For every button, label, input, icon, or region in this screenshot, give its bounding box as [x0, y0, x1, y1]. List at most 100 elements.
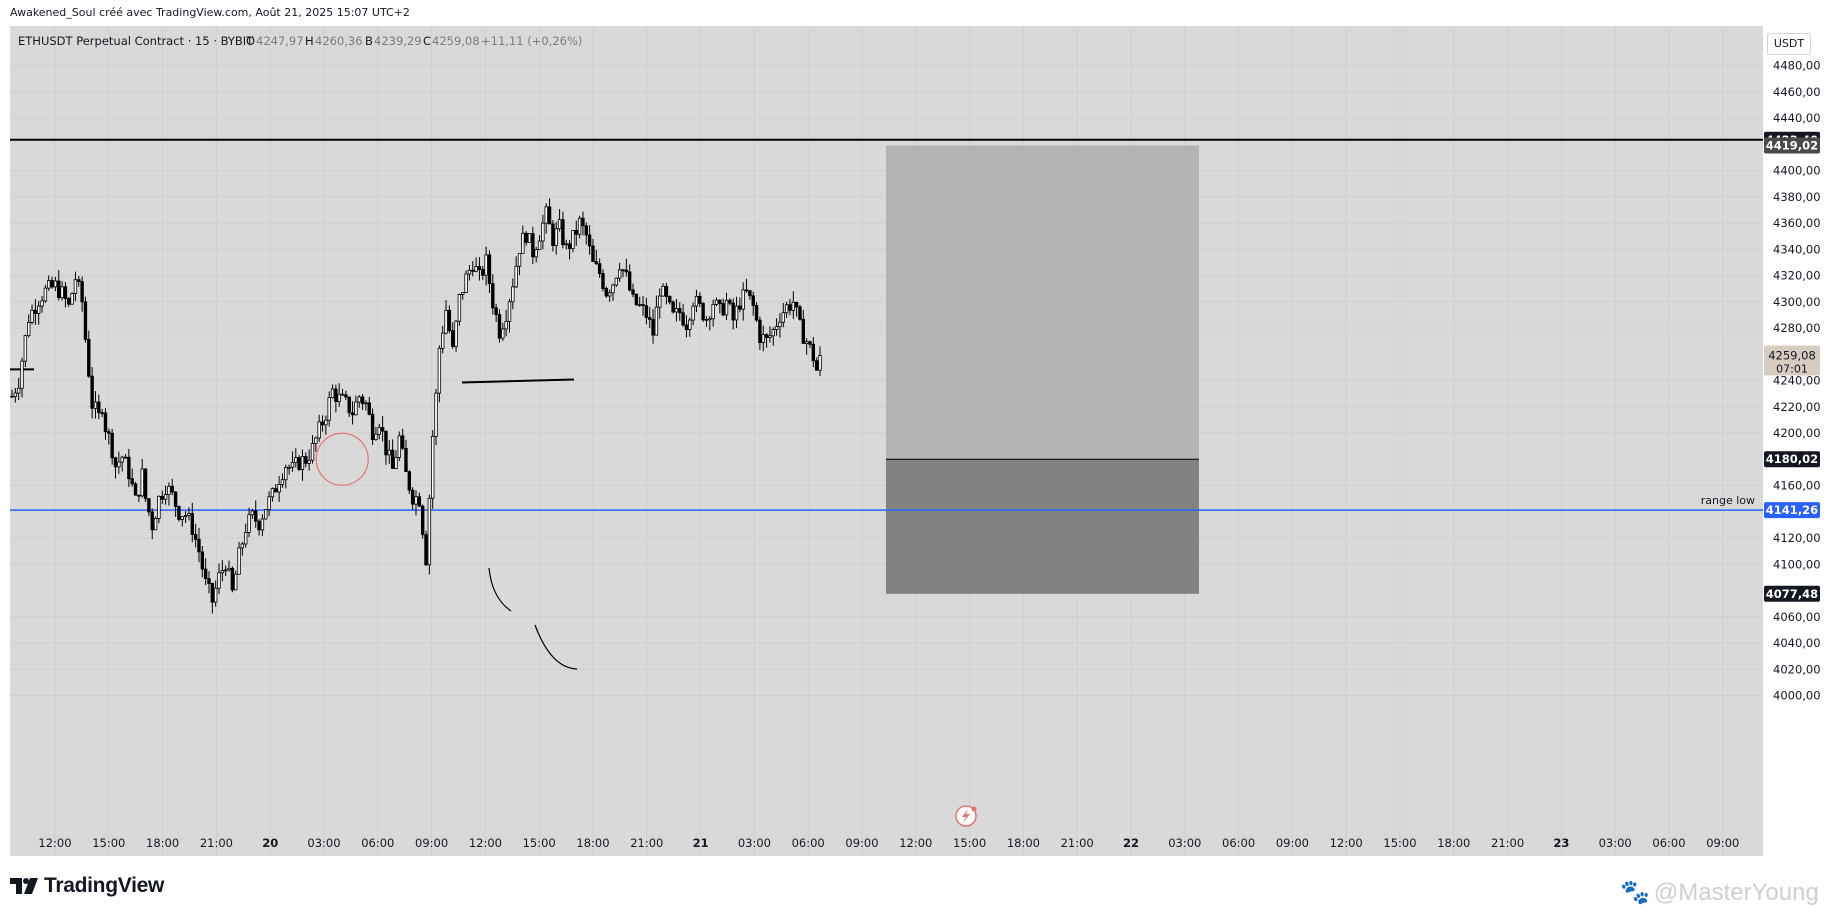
candle[interactable] — [638, 296, 642, 307]
candle[interactable] — [511, 278, 515, 310]
candle[interactable] — [107, 428, 111, 445]
candle[interactable] — [591, 238, 595, 263]
candle[interactable] — [260, 514, 265, 536]
candle[interactable] — [357, 395, 361, 408]
candle[interactable] — [711, 299, 715, 327]
candle[interactable] — [223, 565, 228, 577]
candle[interactable] — [277, 475, 281, 502]
candle[interactable] — [133, 481, 138, 496]
candle[interactable] — [310, 435, 315, 464]
candle[interactable] — [30, 304, 34, 325]
candle[interactable] — [741, 282, 745, 321]
candle[interactable] — [464, 270, 468, 293]
candle[interactable] — [400, 428, 405, 451]
candle[interactable] — [147, 497, 151, 517]
candle[interactable] — [801, 309, 806, 344]
candle[interactable] — [183, 511, 188, 524]
candle[interactable] — [788, 298, 792, 316]
candle[interactable] — [671, 300, 675, 314]
candle[interactable] — [474, 257, 478, 273]
candle[interactable] — [384, 430, 388, 465]
circle-marker[interactable] — [315, 432, 369, 486]
candle[interactable] — [514, 256, 518, 288]
candle[interactable] — [117, 451, 121, 474]
candle[interactable] — [290, 451, 295, 472]
candle[interactable] — [644, 297, 649, 325]
candle[interactable] — [604, 286, 609, 298]
candle[interactable] — [634, 293, 639, 307]
candle[interactable] — [517, 252, 522, 276]
candle[interactable] — [778, 313, 782, 338]
candle[interactable] — [627, 264, 632, 292]
candle[interactable] — [818, 346, 822, 377]
candle[interactable] — [701, 302, 705, 322]
candle[interactable] — [798, 304, 802, 321]
candle[interactable] — [70, 292, 74, 305]
candle[interactable] — [714, 297, 719, 307]
candle[interactable] — [547, 198, 552, 225]
candle[interactable] — [524, 231, 528, 246]
candle[interactable] — [270, 487, 275, 502]
candle[interactable] — [791, 291, 795, 320]
candle[interactable] — [350, 401, 355, 425]
candle[interactable] — [664, 283, 669, 305]
candle[interactable] — [441, 325, 445, 354]
candle[interactable] — [457, 293, 462, 326]
candle[interactable] — [60, 281, 64, 301]
candle[interactable] — [724, 292, 729, 321]
candle[interactable] — [420, 504, 425, 539]
candle[interactable] — [708, 316, 712, 331]
candle[interactable] — [768, 326, 772, 343]
candle[interactable] — [754, 302, 759, 323]
candle[interactable] — [40, 295, 44, 313]
tradingview-logo[interactable]: TradingView — [10, 874, 164, 898]
candle[interactable] — [477, 257, 482, 281]
candle[interactable] — [26, 314, 31, 338]
candle[interactable] — [173, 491, 178, 517]
candle[interactable] — [771, 327, 775, 346]
candle[interactable] — [731, 298, 735, 330]
candle[interactable] — [658, 288, 662, 319]
candle[interactable] — [537, 235, 542, 251]
candle[interactable] — [527, 233, 532, 243]
candle[interactable] — [304, 452, 308, 468]
candle[interactable] — [227, 560, 231, 572]
candle[interactable] — [471, 261, 475, 277]
candle[interactable] — [594, 249, 598, 266]
candle[interactable] — [497, 309, 502, 343]
candle[interactable] — [254, 500, 258, 528]
candle[interactable] — [597, 258, 602, 278]
candle[interactable] — [758, 316, 762, 351]
candle[interactable] — [661, 283, 665, 297]
candle[interactable] — [344, 390, 348, 400]
candle[interactable] — [57, 270, 61, 301]
candle[interactable] — [347, 396, 351, 417]
candle[interactable] — [748, 290, 752, 300]
candle[interactable] — [447, 305, 452, 334]
candle[interactable] — [177, 505, 181, 522]
candle[interactable] — [130, 468, 134, 487]
candle[interactable] — [67, 296, 71, 307]
candle[interactable] — [143, 468, 148, 503]
candle[interactable] — [100, 408, 104, 418]
candle[interactable] — [103, 408, 108, 440]
candle[interactable] — [364, 400, 368, 411]
candle[interactable] — [541, 214, 545, 250]
candle[interactable] — [274, 484, 278, 493]
candle[interactable] — [63, 282, 68, 308]
candle[interactable] — [751, 291, 755, 316]
candle[interactable] — [190, 502, 194, 543]
candle[interactable] — [23, 334, 28, 368]
candle[interactable] — [47, 275, 51, 291]
candle[interactable] — [163, 485, 168, 505]
candle[interactable] — [551, 220, 555, 252]
candle[interactable] — [417, 492, 422, 508]
candle[interactable] — [394, 450, 398, 470]
candle[interactable] — [320, 415, 325, 432]
candle[interactable] — [668, 295, 672, 305]
candle[interactable] — [257, 519, 261, 536]
candle[interactable] — [654, 295, 659, 336]
candle[interactable] — [507, 298, 512, 333]
candle[interactable] — [37, 300, 41, 325]
candle[interactable] — [437, 345, 442, 403]
